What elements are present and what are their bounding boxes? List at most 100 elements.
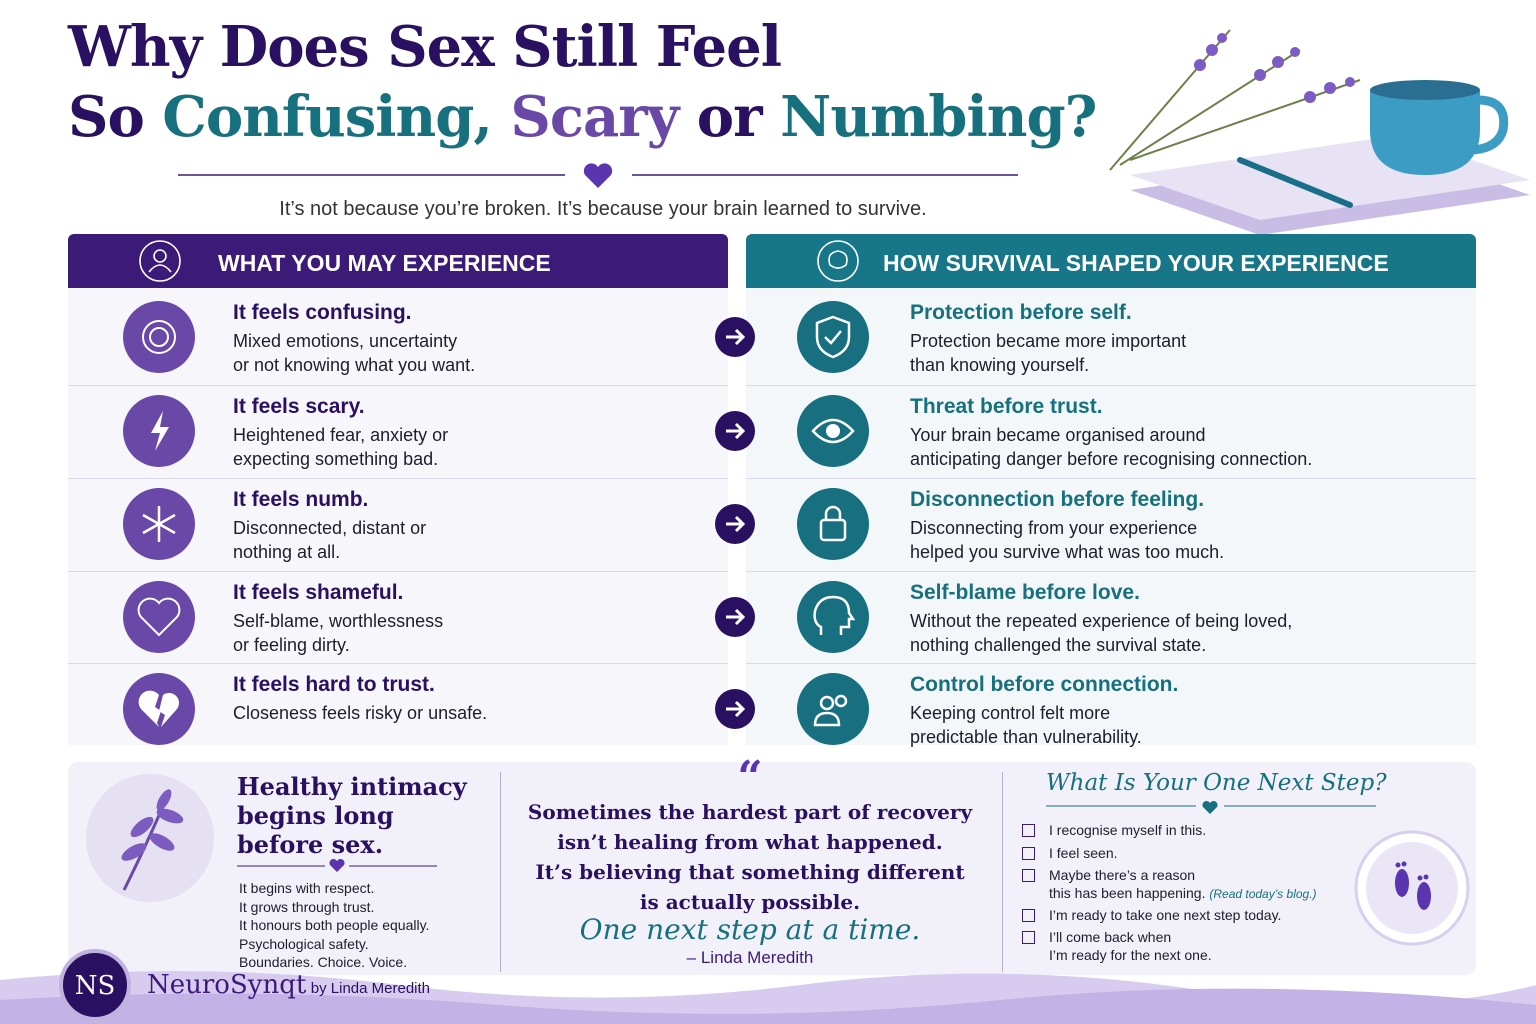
row-text: or not knowing what you want. [233, 355, 476, 375]
row-title: Self-blame before love. [910, 581, 1140, 604]
step-line: I recognise myself in this. [1049, 822, 1207, 838]
row: Control before connection. Keeping contro… [910, 673, 1178, 766]
divider [237, 858, 437, 872]
row: It feels shameful. Self-blame, worthlessn… [233, 581, 443, 674]
row: Self-blame before love. Without the repea… [910, 581, 1292, 674]
quote-line: is actually possible. [639, 890, 861, 914]
quote: Sometimes the hardest part of recovery is… [500, 797, 1000, 917]
step-text: I’m ready to take one next step today. [1049, 906, 1281, 924]
step-line: this has been happening. (Read today’s b… [1049, 885, 1317, 901]
step: I feel seen. [1022, 844, 1118, 862]
intimacy-title-line: Healthy intimacy [237, 772, 467, 801]
step: I’ll come back when I’m ready for the nex… [1022, 928, 1212, 964]
row-separator [746, 571, 1476, 572]
row-text: Your brain became organised around [910, 425, 1206, 445]
row-text: predictable than vulnerability. [910, 727, 1142, 747]
step-text: I feel seen. [1049, 844, 1118, 862]
brand: NeuroSynqt by Linda Meredith [147, 970, 430, 1000]
row: It feels scary. Heightened fear, anxiety … [233, 395, 448, 488]
quote-author: – Linda Meredith [686, 948, 814, 967]
row-text: than knowing yourself. [910, 355, 1090, 375]
checkbox [1022, 909, 1035, 922]
intimacy-title-line: before sex. [237, 830, 384, 859]
row-separator [68, 478, 728, 479]
row: Protection before self. Protection became… [910, 301, 1186, 394]
blog-link[interactable]: (Read today’s blog.) [1209, 887, 1317, 901]
checkbox [1022, 847, 1035, 860]
divider [178, 163, 1018, 188]
row-text: Self-blame, worthlessness [233, 611, 444, 631]
icon [715, 317, 755, 357]
left-header: WHAT YOU MAY EXPERIENCE [68, 234, 728, 288]
row-text: Keeping control felt more [910, 703, 1111, 723]
next-step-title: What Is Your One Next Step? [1046, 770, 1387, 796]
icon [817, 240, 859, 282]
row-text: nothing challenged the survival state. [910, 635, 1207, 655]
quote-mark: “ [737, 752, 763, 803]
row: It feels confusing. Mixed emotions, uncer… [233, 301, 475, 394]
icon [123, 488, 195, 560]
row-separator [68, 385, 728, 386]
row-title: Protection before self. [910, 301, 1132, 324]
row: Threat before trust. Your brain became or… [910, 395, 1312, 488]
intimacy-line: Psychological safety. [239, 935, 369, 952]
right-heading: HOW SURVIVAL SHAPED YOUR EXPERIENCE [883, 250, 1389, 276]
icon [797, 581, 869, 653]
row-text: Disconnected, distant or [233, 518, 427, 538]
row-title: It feels numb. [233, 488, 369, 511]
row-text: or feeling dirty. [233, 635, 350, 655]
divider [1046, 800, 1376, 814]
title-word: So [68, 84, 145, 150]
step-line: I’m ready to take one next step today. [1049, 907, 1282, 923]
quote-line: isn’t healing from what happened. [557, 830, 943, 854]
logo-text: NS [75, 971, 116, 1001]
step-line: I’m ready for the next one. [1049, 947, 1212, 963]
row-text: expecting something bad. [233, 449, 439, 469]
row-text: Without the repeated experience of being… [910, 611, 1293, 631]
brand-byline: by Linda Meredith [310, 980, 431, 997]
icon [715, 597, 755, 637]
row-separator [746, 478, 1476, 479]
step-line: I’ll come back when [1049, 929, 1172, 945]
step-line: I feel seen. [1049, 845, 1118, 861]
row-title: It feels confusing. [233, 301, 412, 324]
brand-name: NeuroSynqt [147, 970, 307, 1000]
title-word: Confusing, [162, 84, 493, 150]
step: I recognise myself in this. [1022, 821, 1206, 839]
step-text: I recognise myself in this. [1049, 821, 1206, 839]
row-title: Disconnection before feeling. [910, 488, 1205, 511]
row-text: Disconnecting from your experience [910, 518, 1198, 538]
icon [715, 411, 755, 451]
title-line2: So Confusing, Scary or Numbing? [68, 84, 1097, 150]
left-heading: WHAT YOU MAY EXPERIENCE [218, 250, 551, 276]
title-word: Numbing? [780, 84, 1097, 150]
icon [797, 673, 869, 745]
step-text: Maybe there’s a reason this has been happ… [1049, 866, 1317, 903]
icon [123, 581, 195, 653]
step: I’m ready to take one next step today. [1022, 906, 1281, 924]
checkbox [1022, 824, 1035, 837]
row-separator [68, 663, 728, 664]
intimacy-line: It honours both people equally. [239, 917, 430, 933]
icon [123, 673, 195, 745]
row-separator [68, 571, 728, 572]
icon [797, 488, 869, 560]
row-separator [746, 385, 1476, 386]
step: Maybe there’s a reason this has been happ… [1022, 866, 1317, 903]
bottom-panel [68, 762, 1476, 975]
icon [139, 240, 181, 282]
quote-line: Sometimes the hardest part of recovery [527, 800, 973, 824]
title-word: or [696, 84, 763, 150]
intimacy-line: It begins with respect. [239, 880, 375, 896]
logo: NS [59, 949, 131, 1021]
row: Disconnection before feeling. Disconnecti… [910, 488, 1224, 581]
leaf-icon [86, 774, 214, 902]
row-text: helped you survive what was too much. [910, 542, 1225, 562]
icon [797, 301, 869, 373]
title-word: Scary [510, 84, 679, 150]
icon [715, 504, 755, 544]
icon [797, 395, 869, 467]
feet-icon [1354, 830, 1470, 946]
icon [715, 689, 755, 729]
icon [123, 301, 195, 373]
